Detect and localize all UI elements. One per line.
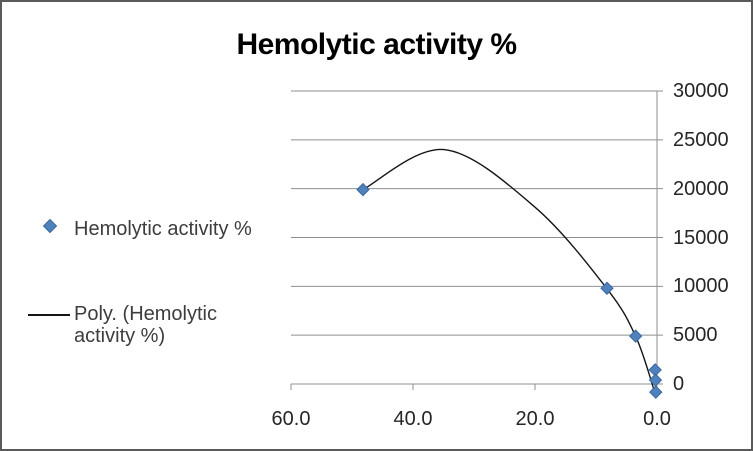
legend-line-icon (28, 314, 70, 316)
data-point-diamond (600, 281, 614, 295)
x-axis-tick-label: 60.0 (271, 408, 311, 430)
x-axis-tick-label: 40.0 (393, 408, 433, 430)
legend-item-trendline-label: Poly. (Hemolytic activity %) (74, 303, 217, 347)
data-point-diamond (649, 385, 663, 399)
y-axis-tick-label: 5000 (673, 324, 718, 347)
trendline-curve (362, 148, 656, 394)
y-axis-tick-label: 30000 (673, 80, 729, 102)
x-axis-tick-label: 20.0 (515, 408, 555, 430)
legend: Hemolytic activity % Poly. (Hemolytic ac… (2, 2, 262, 449)
x-axis-tick-label: 0.0 (643, 408, 671, 430)
y-axis-tick-label: 0 (673, 373, 685, 395)
legend-diamond-icon (42, 218, 58, 234)
data-point-diamond (356, 182, 370, 197)
data-point-diamond (628, 329, 643, 343)
y-axis-tick-label: 25000 (673, 128, 729, 151)
y-axis-tick-label: 20000 (673, 177, 729, 200)
legend-item-series-label: Hemolytic activity % (74, 218, 252, 240)
y-axis-tick-label: 10000 (673, 275, 729, 298)
chart-title: Hemolytic activity % (236, 28, 517, 61)
y-axis-tick-label: 15000 (673, 226, 729, 249)
